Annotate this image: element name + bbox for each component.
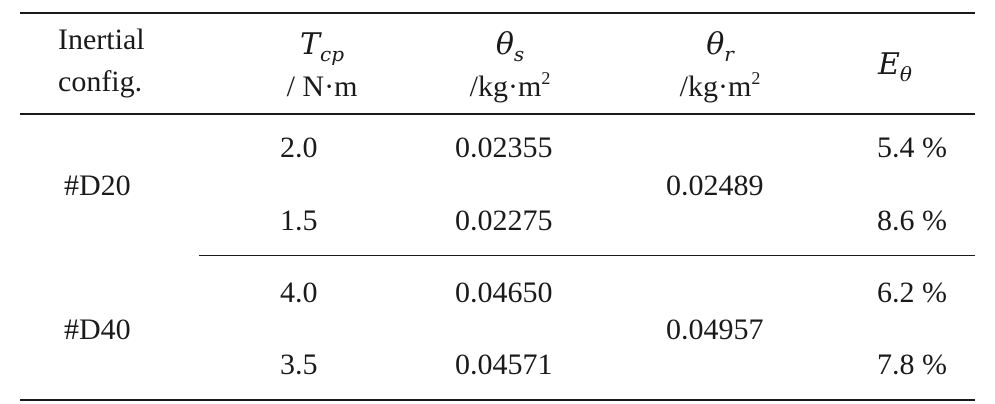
header-theta-r-symbol: θr (650, 27, 790, 65)
cell-torque: 3.5 (280, 348, 318, 381)
cell-theta-r: 0.04957 (666, 313, 764, 346)
top-rule (20, 12, 975, 14)
torque-subscript: cp (320, 42, 345, 66)
cell-torque: 1.5 (280, 204, 318, 237)
header-rule (20, 113, 975, 115)
theta-r-subscript: r (724, 42, 734, 66)
theta-r-unit-text: /kg·m (679, 70, 752, 103)
theta-s-subscript: s (513, 42, 525, 66)
cell-theta-s: 0.04650 (455, 276, 553, 309)
theta-r-unit-exponent: 2 (751, 68, 761, 88)
header-theta-s-symbol: θs (440, 27, 580, 65)
cell-error: 7.8 % (877, 348, 947, 381)
header-config-line1: Inertial (58, 23, 145, 56)
cell-error: 6.2 % (877, 276, 947, 309)
cell-theta-s: 0.02355 (455, 131, 553, 164)
header-torque-unit: / N·m (286, 70, 358, 103)
group-config: #D20 (64, 169, 131, 202)
bottom-rule (20, 399, 975, 401)
error-subscript: θ (899, 62, 912, 86)
header-theta-r-unit: /kg·m2 (650, 68, 790, 104)
cell-error: 8.6 % (877, 204, 947, 237)
group-config: #D40 (64, 313, 131, 346)
cell-error: 5.4 % (877, 131, 947, 164)
header-theta-s-unit: /kg·m2 (440, 68, 580, 104)
theta-s-symbol: θ (495, 27, 514, 62)
theta-r-symbol: θ (706, 27, 725, 62)
theta-s-unit-exponent: 2 (541, 68, 551, 88)
cell-theta-s: 0.02275 (455, 204, 553, 237)
theta-s-unit-text: /kg·m (469, 70, 542, 103)
header-error-symbol: Eθ (850, 47, 940, 85)
cell-torque: 4.0 (280, 276, 318, 309)
group-separator-rule (199, 255, 975, 256)
cell-torque: 2.0 (280, 131, 318, 164)
header-config-line2: config. (58, 65, 143, 98)
cell-theta-s: 0.04571 (455, 348, 553, 381)
torque-symbol: T (299, 27, 320, 62)
cell-theta-r: 0.02489 (666, 169, 764, 202)
header-torque-symbol: Tcp (262, 27, 382, 65)
error-symbol: E (878, 47, 900, 82)
